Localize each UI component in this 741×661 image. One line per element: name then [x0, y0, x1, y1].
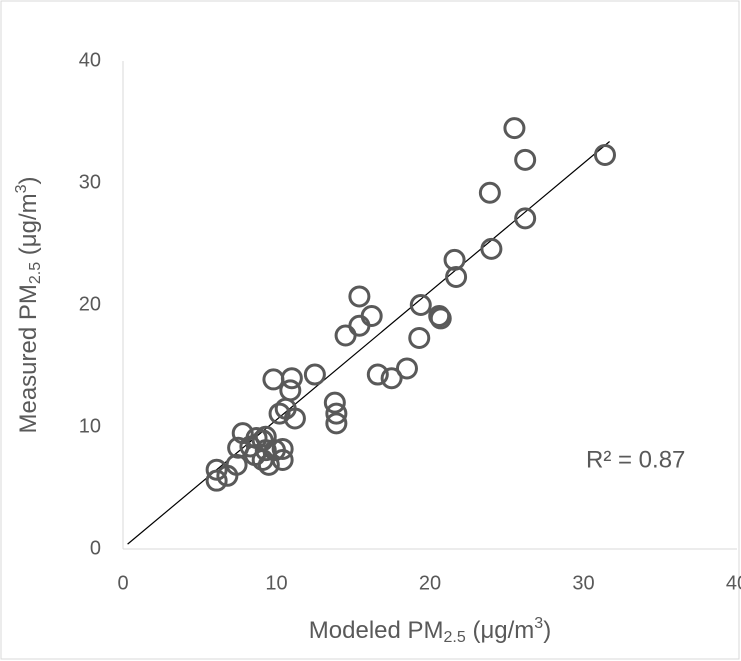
ylabel-label: Measured PM2.5 (μg/m3) — [13, 176, 44, 433]
y-tick-label: 10 — [79, 415, 101, 437]
x-tick-label: 20 — [419, 572, 441, 594]
ylabel-part: 3 — [13, 184, 30, 193]
x-tick-label: 30 — [572, 572, 594, 594]
annotation: R² = 0.87 — [586, 446, 685, 473]
y-tick-label: 30 — [79, 171, 101, 193]
ylabel-part: 2.5 — [27, 262, 44, 284]
point — [380, 367, 403, 390]
point — [283, 407, 306, 430]
point — [480, 237, 503, 260]
point — [254, 425, 277, 448]
point — [334, 324, 357, 347]
point — [366, 363, 389, 386]
point — [395, 357, 418, 380]
xlabel-part: 2.5 — [444, 629, 466, 646]
point — [216, 464, 239, 487]
point — [271, 448, 294, 471]
point — [429, 307, 452, 330]
xlabel-part: 3 — [534, 615, 543, 632]
point — [205, 458, 228, 481]
point — [408, 326, 431, 349]
point — [409, 294, 432, 316]
xlabel-part: Modeled PM — [309, 617, 444, 644]
point — [443, 248, 466, 271]
point — [257, 453, 280, 476]
ylabel-part: ) — [15, 176, 42, 184]
y-tick-label: 0 — [90, 537, 101, 559]
point — [254, 439, 277, 462]
point — [271, 437, 294, 460]
point — [205, 469, 228, 492]
ylabel-part: (μg/m — [15, 193, 42, 262]
y-tick-label: 40 — [79, 49, 101, 71]
point — [445, 265, 468, 288]
point — [325, 402, 348, 425]
point — [323, 391, 346, 414]
y-tick-label: 20 — [79, 293, 101, 315]
point — [514, 207, 537, 230]
point — [325, 412, 348, 435]
point — [348, 285, 371, 308]
x-tick-label: 0 — [117, 572, 128, 594]
ylabel-part: Measured PM — [15, 284, 42, 433]
point — [478, 181, 501, 204]
x-tick-label: 10 — [265, 572, 287, 594]
point — [503, 117, 526, 140]
point — [268, 402, 291, 425]
point — [280, 367, 303, 390]
xlabel-label: Modeled PM2.5 (μg/m3) — [309, 615, 551, 646]
xlabel-part: ) — [543, 617, 551, 644]
point — [514, 148, 537, 171]
xlabel-part: (μg/m — [466, 617, 535, 644]
x-tick-label: 40 — [726, 572, 741, 594]
point — [593, 143, 616, 166]
point — [360, 304, 383, 327]
point — [303, 363, 326, 386]
